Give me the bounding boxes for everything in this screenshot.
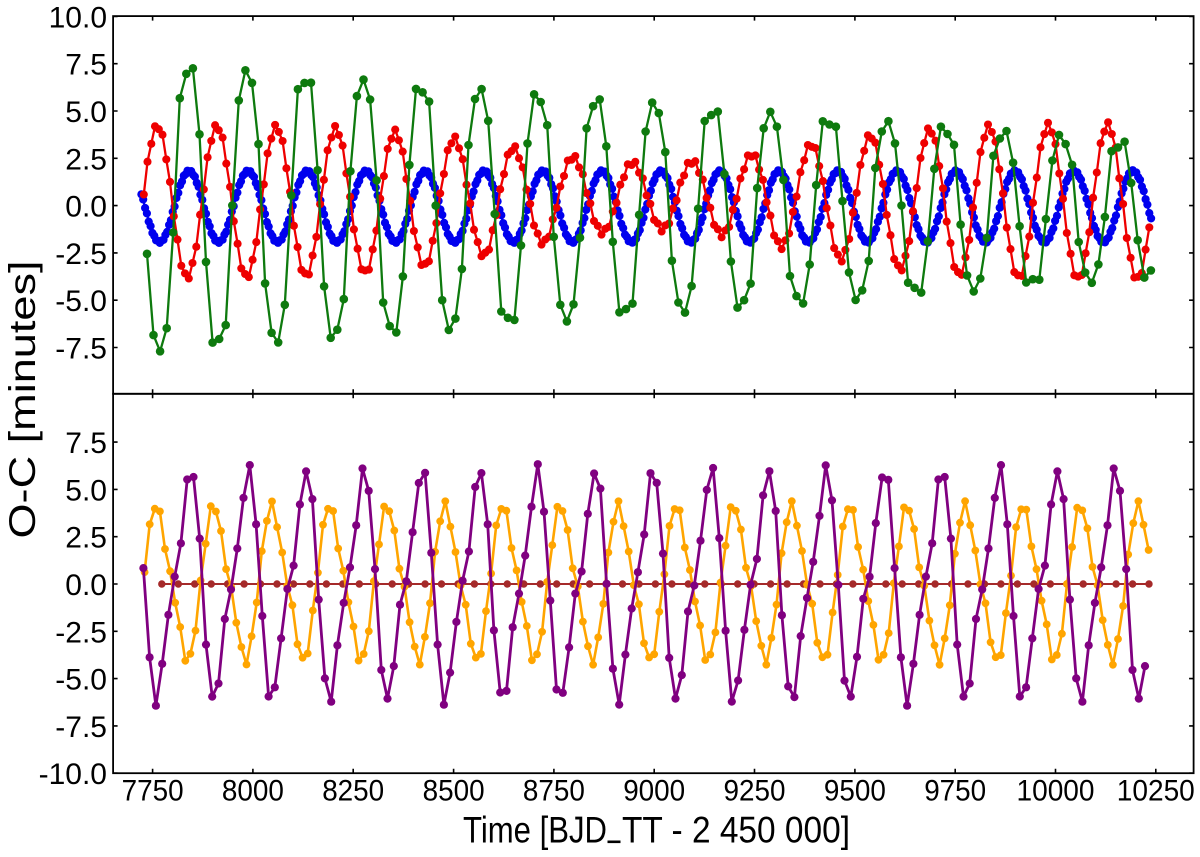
svg-text:7.5: 7.5 (65, 427, 107, 460)
svg-text:O-C [minutes]: O-C [minutes] (2, 261, 43, 539)
svg-text:9250: 9250 (724, 775, 786, 808)
svg-text:2.5: 2.5 (65, 143, 107, 176)
svg-text:7750: 7750 (122, 775, 184, 808)
svg-text:8500: 8500 (423, 775, 485, 808)
svg-text:0.0: 0.0 (65, 569, 107, 602)
svg-text:7.5: 7.5 (65, 49, 107, 82)
svg-text:10250: 10250 (1117, 775, 1195, 808)
svg-text:5.0: 5.0 (65, 474, 107, 507)
svg-text:-7.5: -7.5 (55, 711, 107, 744)
svg-text:TT - 2 450 000]: TT - 2 450 000] (622, 810, 850, 851)
svg-text:8000: 8000 (222, 775, 284, 808)
svg-text:-2.5: -2.5 (55, 616, 107, 649)
svg-text:-10.0: -10.0 (39, 758, 107, 791)
svg-text:10000: 10000 (1017, 775, 1095, 808)
svg-text:5.0: 5.0 (65, 96, 107, 129)
svg-text:8250: 8250 (322, 775, 384, 808)
svg-text:2.5: 2.5 (65, 522, 107, 555)
svg-text:10.0: 10.0 (49, 1, 107, 34)
svg-text:Time [BJD: Time [BJD (463, 810, 607, 851)
svg-text:-7.5: -7.5 (55, 333, 107, 366)
svg-text:9500: 9500 (824, 775, 886, 808)
svg-text:9750: 9750 (924, 775, 986, 808)
svg-text:-2.5: -2.5 (55, 238, 107, 271)
svg-text:-5.0: -5.0 (55, 664, 107, 697)
svg-text:-5.0: -5.0 (55, 285, 107, 318)
svg-text:9000: 9000 (623, 775, 685, 808)
svg-text:0.0: 0.0 (65, 191, 107, 224)
svg-text:8750: 8750 (523, 775, 585, 808)
